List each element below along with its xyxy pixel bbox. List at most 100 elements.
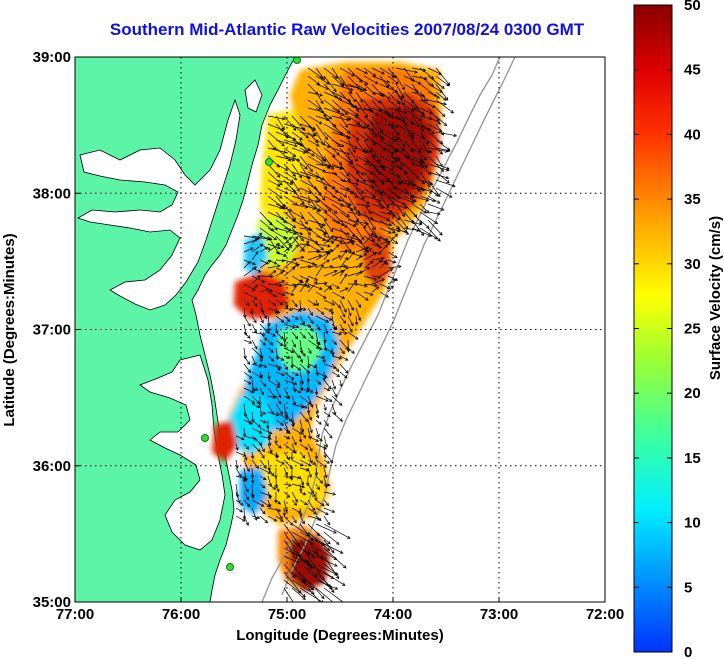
current-vector bbox=[251, 427, 262, 434]
current-vector-head bbox=[245, 446, 250, 450]
current-vector bbox=[323, 387, 330, 391]
current-vector-head bbox=[335, 575, 340, 580]
current-vector bbox=[411, 139, 422, 153]
current-vector-head bbox=[366, 266, 370, 271]
current-vector-head bbox=[287, 430, 291, 435]
current-vector-head bbox=[262, 342, 266, 346]
current-vector bbox=[291, 403, 305, 408]
current-vector bbox=[347, 115, 361, 125]
current-vector bbox=[323, 379, 332, 390]
current-vector-head bbox=[332, 492, 337, 496]
current-vector bbox=[283, 443, 296, 453]
colorbar-tick-label: 10 bbox=[684, 515, 701, 532]
current-vector-head bbox=[296, 188, 300, 192]
current-vector bbox=[259, 483, 266, 489]
current-vector-head bbox=[399, 166, 404, 170]
current-vector bbox=[331, 99, 348, 115]
current-vector bbox=[315, 163, 331, 168]
current-vector bbox=[275, 163, 288, 171]
current-vector bbox=[307, 419, 313, 433]
current-vector bbox=[251, 235, 270, 240]
current-vector bbox=[331, 403, 336, 415]
current-vector-head bbox=[286, 456, 291, 461]
current-vector bbox=[331, 331, 342, 335]
current-vector bbox=[387, 227, 401, 232]
current-vector bbox=[291, 179, 300, 192]
current-vector bbox=[331, 123, 344, 136]
current-vector bbox=[283, 427, 291, 434]
current-vector bbox=[435, 163, 450, 170]
current-vector-head bbox=[262, 332, 266, 337]
current-vector bbox=[267, 291, 277, 297]
current-vector-head bbox=[401, 118, 405, 122]
current-vector bbox=[259, 443, 265, 452]
current-vector bbox=[275, 203, 293, 212]
current-vector bbox=[427, 211, 440, 215]
current-vector-head bbox=[338, 402, 343, 406]
current-vector bbox=[331, 291, 345, 299]
current-vector bbox=[371, 219, 392, 226]
current-vector-head bbox=[304, 165, 308, 170]
current-vector-head bbox=[255, 251, 259, 255]
current-vector-head bbox=[322, 359, 326, 364]
current-vector bbox=[259, 379, 267, 387]
current-vector-head bbox=[340, 143, 345, 147]
current-vector bbox=[315, 483, 320, 490]
current-vector bbox=[235, 475, 247, 480]
current-vector bbox=[411, 67, 426, 71]
current-vector bbox=[235, 459, 238, 469]
current-vector bbox=[315, 395, 329, 402]
current-vector bbox=[331, 299, 341, 308]
current-vector bbox=[323, 323, 328, 334]
current-vector-head bbox=[314, 199, 319, 204]
current-vector-head bbox=[247, 369, 251, 373]
current-vector-head bbox=[320, 247, 324, 251]
current-vector-head bbox=[286, 429, 290, 434]
current-vector bbox=[387, 285, 394, 293]
current-vector-head bbox=[269, 289, 274, 293]
current-vector-head bbox=[289, 522, 294, 526]
current-vector-head bbox=[370, 232, 374, 237]
current-vector bbox=[339, 379, 343, 387]
current-vector bbox=[259, 219, 274, 232]
current-vector bbox=[355, 195, 370, 205]
current-vector bbox=[427, 99, 447, 105]
current-vector-head bbox=[272, 395, 277, 399]
current-vector bbox=[267, 315, 270, 326]
current-vector-head bbox=[405, 231, 410, 235]
current-vector-head bbox=[379, 129, 383, 133]
current-vector bbox=[283, 163, 296, 177]
current-vector bbox=[307, 323, 314, 332]
current-vector bbox=[251, 275, 261, 285]
current-vector bbox=[411, 75, 428, 80]
current-vector bbox=[371, 257, 384, 261]
current-vector-head bbox=[357, 86, 361, 90]
current-vector bbox=[355, 67, 368, 74]
current-vector bbox=[315, 555, 338, 567]
current-vector bbox=[411, 211, 423, 224]
current-vector-head bbox=[355, 137, 360, 141]
current-vector bbox=[323, 203, 338, 214]
current-vector bbox=[307, 435, 319, 442]
current-vector-head bbox=[317, 517, 322, 522]
current-vector bbox=[307, 507, 317, 515]
current-vector-head bbox=[306, 389, 310, 393]
current-vector-head bbox=[259, 358, 263, 363]
current-vector bbox=[363, 123, 377, 138]
current-vector bbox=[275, 259, 285, 262]
current-vector-head bbox=[374, 81, 379, 85]
current-vector bbox=[371, 286, 379, 293]
current-vector bbox=[243, 299, 250, 306]
current-vector bbox=[339, 363, 349, 374]
current-vector bbox=[339, 339, 349, 350]
current-vector bbox=[339, 323, 345, 332]
current-vector bbox=[291, 347, 300, 359]
current-vector-head bbox=[371, 238, 375, 243]
station-marker bbox=[265, 158, 273, 166]
current-vector bbox=[347, 251, 355, 261]
current-vector-head bbox=[394, 240, 399, 245]
current-vector-head bbox=[333, 563, 338, 567]
current-vector-head bbox=[253, 319, 257, 324]
current-vector bbox=[355, 243, 369, 253]
current-vector bbox=[315, 371, 328, 378]
